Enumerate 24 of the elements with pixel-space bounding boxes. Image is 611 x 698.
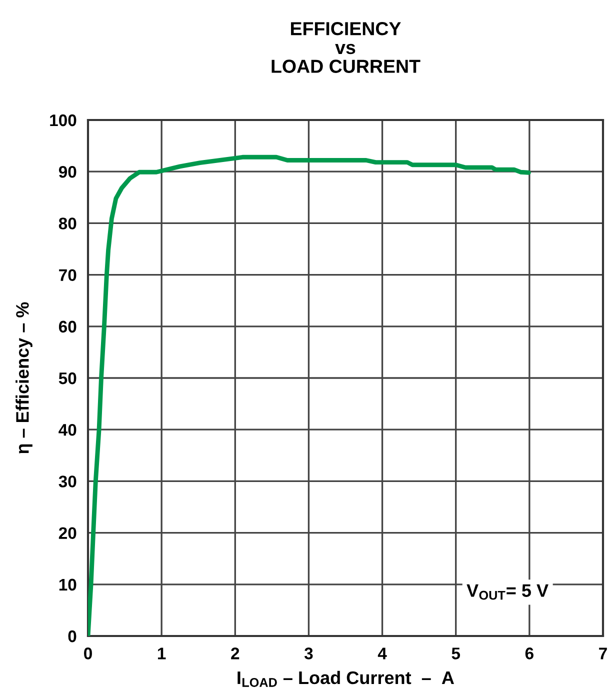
y-tick-label: 40 bbox=[58, 424, 76, 436]
y-tick-label: 100 bbox=[50, 114, 76, 126]
x-axis-title: I$_{LOAD}$ – Load Current – A bbox=[238, 670, 454, 687]
chart-title: EFFICIENCY vs LOAD CURRENT bbox=[272, 22, 420, 73]
y-tick-label: 30 bbox=[58, 476, 76, 488]
x-tick-label: 3 bbox=[304, 648, 313, 660]
y-tick-label: 70 bbox=[59, 269, 76, 282]
x-tick-label: 1 bbox=[158, 648, 166, 660]
line-series bbox=[88, 154, 531, 636]
x-tick-label: 4 bbox=[378, 648, 387, 660]
y-tick-label: 20 bbox=[58, 527, 76, 540]
y-tick-label: 60 bbox=[58, 320, 76, 333]
y-tick-label: 0 bbox=[68, 630, 76, 642]
x-tick-label: 2 bbox=[231, 648, 240, 660]
x-tick-label: 6 bbox=[525, 648, 534, 660]
y-tick-label: 90 bbox=[58, 166, 76, 178]
x-tick-label: 7 bbox=[599, 648, 607, 660]
annotation: V$_{OUT}$= 5 V bbox=[466, 584, 548, 600]
y-tick-label: 10 bbox=[59, 578, 76, 591]
x-tick-label: 0 bbox=[84, 648, 92, 660]
y-axis-title: η – Efficiency – % bbox=[16, 302, 32, 454]
x-tick-label: 5 bbox=[452, 648, 460, 660]
y-tick-label: 50 bbox=[58, 372, 76, 384]
y-tick-label: 80 bbox=[58, 218, 76, 230]
